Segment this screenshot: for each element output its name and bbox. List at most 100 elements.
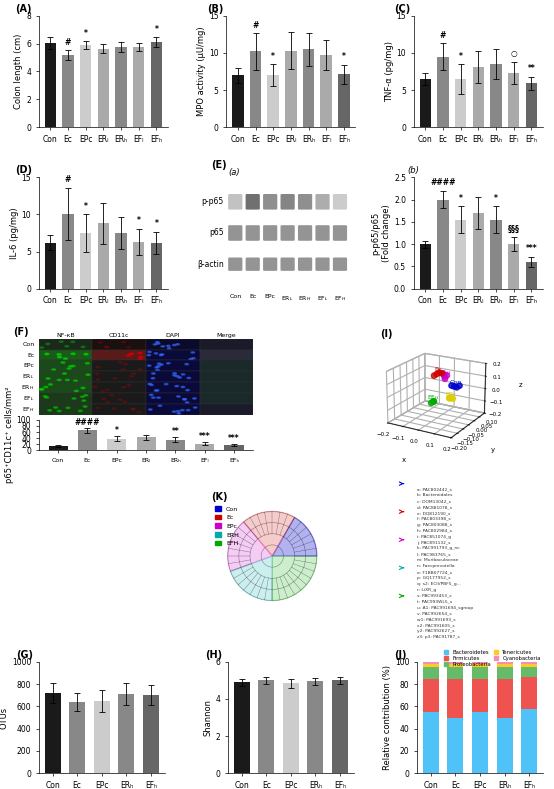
Circle shape: [71, 341, 75, 342]
Circle shape: [147, 365, 151, 366]
Circle shape: [121, 368, 125, 370]
Circle shape: [186, 390, 189, 391]
Text: *: *: [459, 52, 463, 61]
Polygon shape: [228, 522, 272, 571]
Circle shape: [81, 346, 85, 347]
Circle shape: [124, 364, 127, 365]
FancyBboxPatch shape: [280, 194, 295, 210]
Circle shape: [72, 398, 76, 399]
FancyBboxPatch shape: [333, 194, 347, 210]
X-axis label: x: x: [402, 458, 406, 463]
Circle shape: [177, 396, 180, 397]
Circle shape: [93, 386, 97, 387]
Bar: [250, 51, 261, 127]
Circle shape: [99, 342, 102, 343]
Circle shape: [152, 397, 155, 398]
Text: p: GQ177952_s: p: GQ177952_s: [417, 576, 450, 580]
Bar: [63, 214, 74, 289]
Bar: [258, 680, 274, 773]
Y-axis label: OTUs: OTUs: [0, 706, 9, 728]
Text: b: Bacteroidales: b: Bacteroidales: [417, 493, 453, 497]
Text: ***: ***: [526, 245, 537, 253]
Bar: [39, 393, 93, 404]
Bar: [146, 350, 199, 361]
Circle shape: [157, 397, 160, 398]
Circle shape: [150, 384, 153, 385]
Bar: [490, 219, 502, 289]
Circle shape: [158, 405, 162, 406]
Text: §§§: §§§: [507, 225, 520, 234]
FancyBboxPatch shape: [298, 225, 312, 241]
Circle shape: [126, 346, 130, 348]
Bar: [93, 338, 146, 350]
Bar: [455, 79, 466, 127]
Text: ○: ○: [510, 50, 517, 58]
Bar: [496, 667, 512, 679]
Text: *: *: [137, 216, 141, 225]
Bar: [268, 75, 279, 127]
Bar: [283, 683, 299, 773]
Circle shape: [176, 376, 179, 377]
Bar: [93, 361, 146, 372]
Bar: [44, 693, 60, 773]
Bar: [39, 350, 93, 361]
Bar: [93, 404, 146, 414]
Bar: [151, 243, 162, 289]
Circle shape: [148, 409, 152, 410]
Circle shape: [45, 397, 49, 398]
Circle shape: [57, 410, 61, 412]
Circle shape: [122, 387, 126, 388]
Circle shape: [67, 368, 71, 369]
Text: EPc: EPc: [265, 294, 276, 299]
Bar: [490, 64, 502, 127]
Text: n: Faecprevotella: n: Faecprevotella: [417, 564, 455, 568]
Bar: [199, 361, 253, 372]
Bar: [496, 664, 512, 667]
Circle shape: [173, 372, 176, 374]
Text: EF$_L$: EF$_L$: [317, 294, 329, 303]
Circle shape: [156, 369, 159, 371]
FancyBboxPatch shape: [298, 194, 312, 210]
Bar: [447, 662, 463, 664]
Circle shape: [156, 390, 159, 391]
Bar: [423, 667, 439, 679]
Text: Merge: Merge: [217, 333, 237, 338]
Circle shape: [177, 410, 180, 412]
Text: **: **: [527, 65, 535, 73]
Bar: [455, 219, 466, 289]
Circle shape: [187, 377, 191, 379]
Bar: [423, 664, 439, 667]
Circle shape: [69, 365, 73, 367]
Text: x2: PAC991605_s: x2: PAC991605_s: [417, 623, 455, 627]
Y-axis label: p65⁺CD11c⁺ cells/mm²: p65⁺CD11c⁺ cells/mm²: [5, 387, 14, 484]
Text: #: #: [65, 175, 71, 185]
Circle shape: [64, 358, 68, 359]
Text: ER$_L$: ER$_L$: [22, 372, 34, 381]
Text: (C): (C): [394, 4, 411, 13]
Circle shape: [193, 407, 197, 408]
Circle shape: [153, 344, 157, 345]
FancyBboxPatch shape: [263, 225, 277, 241]
Y-axis label: Colon length (cm): Colon length (cm): [14, 34, 23, 109]
Bar: [521, 662, 537, 664]
Circle shape: [63, 373, 66, 374]
Text: i: PAC851074_g: i: PAC851074_g: [417, 535, 451, 539]
Text: EPc: EPc: [23, 364, 34, 368]
Circle shape: [106, 346, 110, 348]
Bar: [93, 382, 146, 393]
Y-axis label: IL-6 (pg/mg): IL-6 (pg/mg): [10, 208, 19, 259]
Circle shape: [138, 358, 142, 360]
Bar: [195, 443, 214, 451]
Bar: [526, 262, 537, 289]
Bar: [199, 382, 253, 393]
Bar: [80, 233, 91, 289]
Circle shape: [130, 376, 134, 377]
Text: EF$_H$: EF$_H$: [22, 405, 34, 413]
Circle shape: [85, 363, 89, 364]
Circle shape: [104, 346, 107, 347]
Circle shape: [66, 407, 70, 409]
Circle shape: [193, 398, 196, 399]
Text: #: #: [440, 31, 446, 40]
Circle shape: [175, 386, 178, 387]
Circle shape: [192, 357, 195, 359]
